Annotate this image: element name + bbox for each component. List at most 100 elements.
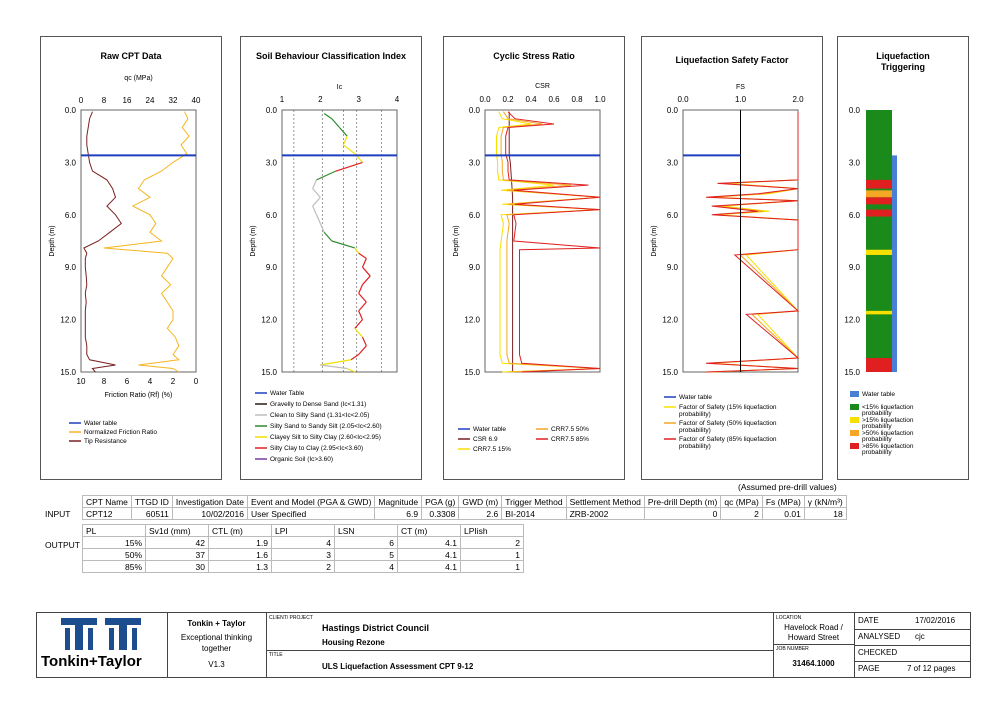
input-header: GWD (m) (458, 495, 503, 508)
ic-segment (320, 364, 348, 370)
input-header: γ (kN/m³) (803, 495, 847, 508)
output-cell: 85% (82, 560, 146, 573)
csr-legend-label: CRR7.5 15% (473, 446, 511, 453)
fs-title: Liquefaction Safety Factor (675, 55, 789, 65)
output-cell: 2 (271, 560, 335, 573)
ic-segment (358, 252, 367, 259)
title-label: TITLE (269, 652, 283, 658)
ic-segment (342, 144, 356, 155)
depth-tick-label: 6.0 (469, 211, 481, 220)
input-cell: 0.01 (761, 507, 805, 520)
page-label: PAGE (858, 664, 880, 673)
trig-title-line-1: Liquefaction (876, 51, 930, 61)
trig-legend-swatch (850, 391, 859, 397)
csr-top-tick: 0.4 (525, 95, 537, 104)
client-label: CLIENT/ PROJECT (269, 615, 313, 621)
output-cell: 37 (145, 548, 209, 561)
raw-bottom-tick: 0 (194, 377, 199, 386)
input-header: Settlement Method (565, 495, 645, 508)
input-cell: 2 (720, 507, 763, 520)
panel-trigger: Liquefaction Triggering 0.0 3.0 6.0 9.0 12.0 15… (837, 36, 969, 480)
csr-top-tick: 1.0 (594, 95, 606, 104)
output-cell: 4 (271, 536, 335, 549)
output-header: PL (82, 524, 146, 537)
depth-tick-label: 6.0 (65, 211, 77, 220)
sbt-legend-label: Water Table (270, 390, 305, 397)
ic-segment (316, 170, 336, 181)
depth-tick-label: 0.0 (667, 106, 679, 115)
output-cell: 1 (460, 548, 524, 561)
input-header: TTGD ID (130, 495, 173, 508)
input-header: Fs (MPa) (761, 495, 805, 508)
csr-line (508, 111, 514, 372)
raw-legend-label: Water table (84, 420, 117, 427)
raw-legend-label: Tip Resistance (84, 438, 127, 445)
fs-chart: Liquefaction Safety Factor FS 0.0 1.0 2.0 0.0… (651, 55, 804, 450)
trig-legend-swatch (850, 430, 859, 436)
raw-cpt-chart: Raw CPT Data qc (MPa) 0 8 16 24 32 40 10 8 6 4 2 0 Fri… (49, 51, 201, 445)
sbt-top-tick: 4 (395, 95, 400, 104)
csr-legend-label: CSR 6.9 (473, 436, 498, 443)
sbt-legend-label: Organic Soil (Ic>3.60) (270, 456, 333, 463)
analysed-label: ANALYSED (858, 632, 901, 641)
trig-band (866, 209, 892, 217)
depth-tick-label: 0.0 (469, 106, 481, 115)
raw-plot-frame (80, 109, 197, 373)
ic-segment (358, 284, 364, 294)
sbt-legend-label: Clean to Silty Sand (1.31<Ic<2.05) (270, 412, 369, 419)
output-cell: 4.1 (397, 536, 461, 549)
output-cell: 4.1 (397, 560, 461, 573)
depth-tick-label: 12.0 (60, 316, 76, 325)
sbt-plot-frame (281, 109, 398, 373)
sbt-legend-label: Clayey Silt to Silty Clay (2.60<Ic<2.95) (270, 434, 381, 441)
output-header: LPIish (460, 524, 524, 537)
crr-50-line (500, 111, 601, 373)
input-cell: 18 (803, 507, 847, 520)
input-cell: 6.9 (374, 507, 423, 520)
fs-50-line (708, 111, 800, 373)
depth-tick-label: 3.0 (667, 158, 679, 167)
sbt-legend-label: Silty Clay to Clay (2.95<Ic<3.60) (270, 445, 363, 452)
input-value-row: CPT12 60511 10/02/2016 User Specified 6.… (82, 507, 847, 520)
input-cell: BI-2014 (501, 507, 567, 520)
input-label: INPUT (45, 509, 71, 519)
ic-segment (362, 275, 371, 286)
trig-band (866, 179, 892, 189)
project-name: Housing Rezone (322, 638, 385, 647)
fs-legend-label: Water table (679, 394, 712, 401)
raw-bottom-tick: 4 (148, 377, 153, 386)
sbt-top-tick: 3 (356, 95, 361, 104)
ic-segment (335, 161, 363, 172)
output-cell: 6 (334, 536, 398, 549)
panel-sbt: Soil Behaviour Classification Index Ic 1 2 3… (240, 36, 422, 480)
fs-top-axis-label: FS (736, 84, 745, 91)
output-cell: 3 (271, 548, 335, 561)
ic-segment (350, 354, 360, 361)
trig-legend-label: <15% liquefaction (862, 404, 914, 411)
trig-base-column (866, 110, 892, 372)
trig-band (866, 358, 892, 372)
fs-legend-label-cont: probability) (679, 427, 711, 434)
job-number-label: JOB NUMBER (776, 646, 809, 652)
csr-title: Cyclic Stress Ratio (493, 51, 575, 61)
output-cell: 5 (334, 548, 398, 561)
csr-top-tick: 0.0 (479, 95, 491, 104)
trig-legend-label: >15% liquefaction (862, 417, 914, 424)
trig-band (866, 190, 892, 198)
trig-legend-label-cont: probability (862, 410, 892, 417)
raw-top-tick: 40 (192, 96, 201, 105)
friction-ratio-line (103, 111, 190, 373)
ic-segment (320, 359, 352, 366)
output-cell: 2 (460, 536, 524, 549)
depth-axis-label: Depth (m) (49, 225, 56, 256)
ic-segment (358, 345, 367, 355)
input-cell: ZRB-2002 (565, 507, 645, 520)
ic-segment (315, 214, 321, 224)
logo-text: Tonkin+Taylor (41, 653, 142, 670)
trig-water-table (892, 155, 897, 372)
input-header: Investigation Date (171, 495, 248, 508)
depth-tick-label: 3.0 (469, 158, 481, 167)
trig-legend-label: >50% liquefaction (862, 430, 914, 437)
input-header-row: CPT Name TTGD ID Investigation Date Even… (82, 495, 847, 508)
